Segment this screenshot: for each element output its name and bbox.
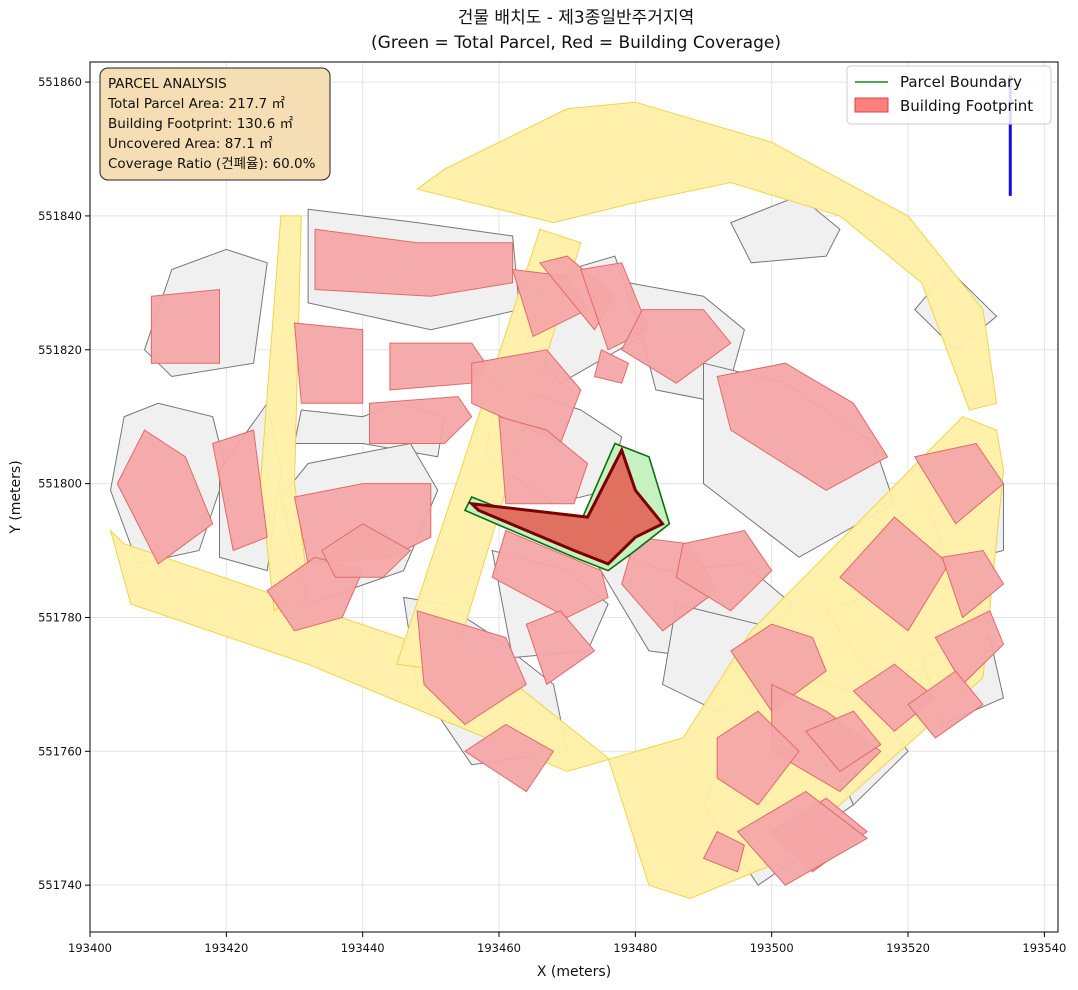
x-tick-label: 193460	[477, 941, 521, 955]
building-footprint	[907, 670, 984, 739]
axis-ticks: 193400 193420 193440 193460 193480 193500 1935…	[38, 75, 1066, 955]
y-tick-label: 551760	[38, 744, 82, 758]
building-footprint	[914, 442, 1005, 525]
building-footprint	[736, 790, 869, 886]
legend-background	[846, 65, 1052, 125]
x-tick-label: 193420	[204, 941, 248, 955]
x-tick-label: 193500	[750, 941, 794, 955]
y-tick-label: 551780	[38, 610, 82, 624]
building-footprint	[716, 710, 800, 806]
building-footprint	[941, 549, 1005, 619]
info-line-uncovered: Uncovered Area: 87.1 ㎡	[108, 136, 273, 152]
building-footprint	[621, 309, 732, 384]
target-building	[467, 446, 665, 566]
chart-title: 건물 배치도 - 제3종일반주거지역	[458, 8, 694, 28]
building-footprint	[463, 723, 555, 793]
x-tick-label: 193520	[886, 941, 930, 955]
building-footprint	[321, 523, 412, 578]
building-footprint	[498, 416, 589, 505]
y-tick-label: 551840	[38, 209, 82, 223]
info-line-coverage-ratio: Coverage Ratio (건폐율): 60.0%	[108, 156, 316, 172]
info-line-heading: PARCEL ANALYSIS	[108, 76, 227, 92]
y-tick-label: 551860	[38, 75, 82, 89]
building-footprint	[716, 362, 889, 491]
legend-building-swatch	[854, 97, 889, 113]
y-axis-label: Y (meters)	[8, 460, 24, 534]
building-footprint	[730, 623, 827, 712]
legend: Parcel Boundary Building Footprint	[846, 65, 1052, 125]
x-tick-label: 193440	[341, 941, 385, 955]
building-footprint	[804, 710, 882, 773]
building-footprint	[593, 349, 630, 384]
building-footprint	[212, 429, 268, 552]
info-box: PARCEL ANALYSIS Total Parcel Area: 217.7…	[99, 67, 331, 181]
building-footprint	[525, 610, 596, 686]
building-footprint	[150, 288, 220, 364]
building-footprint	[702, 830, 745, 873]
building-footprint	[116, 429, 214, 565]
info-line-footprint: Building Footprint: 130.6 ㎡	[108, 116, 294, 132]
y-tick-label: 551820	[38, 343, 82, 357]
building-footprint	[416, 610, 527, 726]
plot-frame	[89, 61, 1059, 933]
x-axis-label: X (meters)	[537, 964, 611, 980]
building-footprint	[314, 228, 514, 297]
road-polygon	[109, 416, 1005, 900]
building-footprint	[934, 610, 1005, 686]
building-footprint	[293, 322, 364, 404]
info-box-background	[99, 67, 331, 181]
legend-building-label: Building Footprint	[900, 97, 1033, 115]
x-tick-label: 193400	[68, 941, 112, 955]
building-footprint	[675, 529, 773, 612]
building-footprint	[389, 342, 487, 391]
x-tick-label: 193480	[613, 941, 657, 955]
legend-parcel-label: Parcel Boundary	[900, 73, 1022, 91]
chart-subtitle: (Green = Total Parcel, Red = Building Co…	[371, 33, 781, 53]
building-footprint	[491, 529, 609, 619]
y-tick-label: 551740	[38, 878, 82, 892]
x-tick-label: 193540	[1022, 941, 1066, 955]
info-line-total-area: Total Parcel Area: 217.7 ㎡	[107, 96, 285, 112]
road-polygon	[416, 101, 998, 411]
y-tick-label: 551800	[38, 477, 82, 491]
building-footprint	[471, 349, 582, 445]
map-layer	[109, 75, 1012, 900]
building-footprint	[369, 396, 473, 444]
